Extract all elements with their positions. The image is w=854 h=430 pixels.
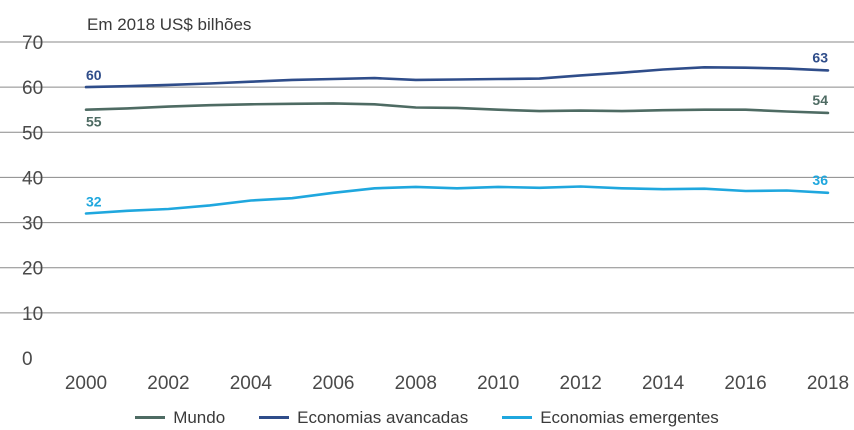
x-tick-label: 2006 xyxy=(312,373,354,394)
chart-title: Em 2018 US$ bilhões xyxy=(87,15,251,34)
series-lines xyxy=(84,66,830,215)
legend-label: Economias avancadas xyxy=(297,407,469,427)
series-line xyxy=(84,66,830,89)
x-tick-label: 2002 xyxy=(147,373,189,394)
x-axis-ticks: 2000 2002 2004 2006 2008 2010 2012 2014 2016 2018 xyxy=(65,373,849,394)
y-tick-label: 30 xyxy=(22,214,43,235)
y-tick-label: 60 xyxy=(22,78,43,99)
x-tick-label: 2000 xyxy=(65,373,107,394)
legend-swatch xyxy=(135,416,166,419)
x-tick-label: 2012 xyxy=(560,373,602,394)
legend-swatch xyxy=(502,416,533,419)
legend-item: Mundo xyxy=(135,408,225,428)
x-tick-label: 2014 xyxy=(642,373,685,394)
legend-label: Economias emergentes xyxy=(540,407,719,427)
y-axis-ticks: 0 10 20 30 40 50 60 70 xyxy=(22,33,43,370)
x-tick-label: 2016 xyxy=(724,373,766,394)
x-tick-label: 2008 xyxy=(395,373,437,394)
x-tick-label: 2004 xyxy=(230,373,273,394)
series-line xyxy=(84,185,830,215)
start-data-label: 60 xyxy=(86,67,102,83)
end-data-label: 36 xyxy=(812,172,828,188)
y-tick-label: 20 xyxy=(22,259,43,280)
legend-item: Economias emergentes xyxy=(502,408,719,428)
legend-item: Economias avancadas xyxy=(259,408,468,428)
x-tick-label: 2010 xyxy=(477,373,519,394)
y-tick-label: 0 xyxy=(22,349,33,370)
legend-swatch xyxy=(259,416,290,419)
start-data-label: 32 xyxy=(86,194,102,210)
end-data-label: 54 xyxy=(812,92,828,108)
grid-lines xyxy=(0,41,854,314)
legend: Mundo Economias avancadas Economias emerge… xyxy=(0,405,854,430)
series-line xyxy=(84,102,830,115)
y-tick-label: 50 xyxy=(22,123,43,144)
y-tick-label: 70 xyxy=(22,33,43,54)
x-tick-label: 2018 xyxy=(807,373,849,394)
start-data-label: 55 xyxy=(86,114,102,130)
line-chart: Em 2018 US$ bilhões 0 10 20 30 40 50 60 70 2000… xyxy=(0,15,854,394)
y-tick-label: 40 xyxy=(22,168,43,189)
y-tick-label: 10 xyxy=(22,304,43,325)
legend-label: Mundo xyxy=(173,407,226,427)
data-labels: 55 54 60 63 32 36 xyxy=(86,49,828,209)
end-data-label: 63 xyxy=(812,49,828,65)
